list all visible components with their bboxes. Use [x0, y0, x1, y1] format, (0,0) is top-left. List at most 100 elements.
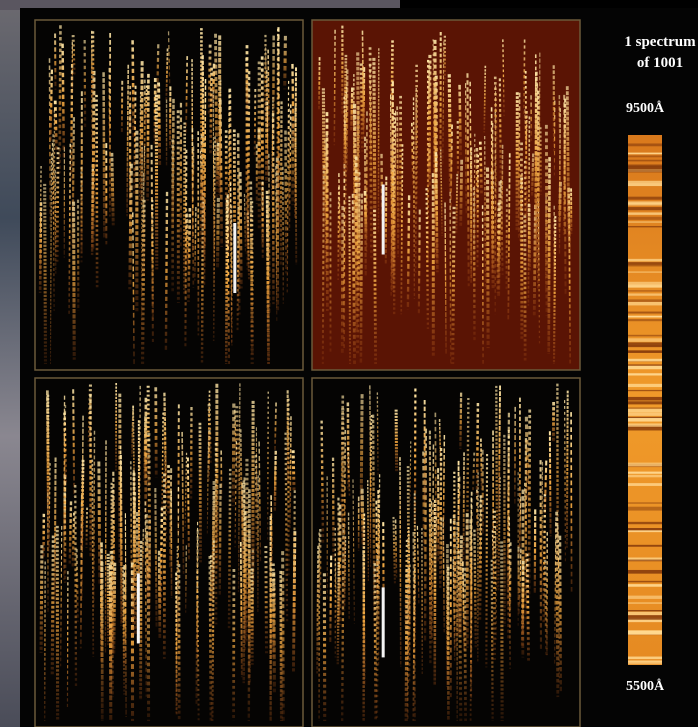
streak [425, 188, 430, 329]
absorption-line [628, 301, 662, 306]
streak [128, 163, 133, 290]
streak [517, 92, 521, 238]
absorption-line [628, 580, 662, 583]
streak [361, 30, 365, 137]
streaks [318, 25, 573, 365]
streak [154, 387, 158, 478]
streak [211, 480, 216, 600]
streak [206, 441, 209, 535]
absorption-line [628, 483, 662, 486]
streak [347, 447, 351, 498]
streak [473, 529, 477, 648]
highlight-spectrum [136, 573, 140, 644]
streak [102, 72, 106, 238]
streak [476, 155, 480, 267]
streak [524, 71, 528, 219]
streak [500, 179, 504, 275]
streak [185, 545, 187, 613]
streak [359, 394, 364, 517]
streak [203, 79, 207, 285]
streak [243, 193, 246, 254]
streak [331, 457, 335, 561]
absorption-line [628, 143, 662, 147]
streak [392, 516, 396, 585]
streak [377, 474, 381, 667]
absorption-line [628, 350, 662, 353]
streak [344, 121, 347, 164]
streak [284, 130, 288, 274]
streak [157, 82, 162, 167]
streak [496, 202, 501, 293]
absorption-line [628, 383, 662, 388]
streak [318, 57, 321, 110]
streak [369, 414, 373, 551]
absorption-line [628, 290, 662, 292]
streak [423, 428, 428, 641]
streak [406, 466, 411, 659]
streak [359, 63, 365, 152]
streak [209, 67, 213, 156]
absorption-line [628, 285, 662, 288]
streak [527, 203, 532, 271]
streak [431, 444, 435, 644]
streak [360, 488, 365, 547]
absorption-line [628, 471, 662, 474]
streak [124, 513, 127, 717]
streak [53, 457, 57, 603]
streak [442, 434, 446, 556]
streak [543, 560, 548, 657]
streak [145, 514, 149, 599]
streak [132, 405, 136, 519]
streak [236, 207, 240, 332]
absorption-line [628, 334, 662, 337]
absorption-line [628, 528, 662, 531]
streak [211, 540, 215, 722]
streak [156, 44, 160, 93]
caption: of 1001 [637, 55, 683, 71]
streak [207, 404, 212, 464]
streak [239, 541, 243, 678]
streak [321, 165, 325, 365]
streak [238, 172, 243, 289]
streak [465, 397, 470, 573]
streak [359, 193, 364, 365]
streak [459, 392, 463, 450]
streak [142, 529, 144, 576]
streak [376, 392, 379, 476]
streak [356, 52, 361, 200]
streak [284, 432, 289, 622]
streak [144, 85, 148, 127]
streak [151, 200, 155, 320]
streak [91, 459, 95, 657]
streak [369, 64, 372, 174]
streak [234, 441, 238, 548]
absorption-line [628, 462, 662, 467]
absorption-line [628, 201, 662, 204]
streak [495, 385, 499, 590]
streak [481, 205, 484, 365]
streak [194, 207, 197, 281]
absorption-line [628, 407, 662, 410]
streak [404, 539, 409, 631]
streak [236, 133, 241, 315]
streak [375, 500, 378, 596]
streak [524, 416, 530, 504]
streak [276, 28, 280, 229]
streak [548, 431, 552, 537]
streak [449, 191, 452, 365]
streak [132, 212, 135, 365]
streak [363, 190, 368, 238]
streak [344, 87, 348, 270]
streak [384, 176, 388, 266]
streak [254, 454, 259, 563]
streak [524, 109, 527, 152]
absorption-line [628, 299, 662, 302]
streak [201, 55, 206, 259]
absorption-line [628, 396, 662, 401]
streak [249, 181, 254, 355]
streak [161, 412, 164, 524]
streak [336, 562, 340, 665]
absorption-line [628, 165, 662, 170]
streak [537, 83, 540, 267]
